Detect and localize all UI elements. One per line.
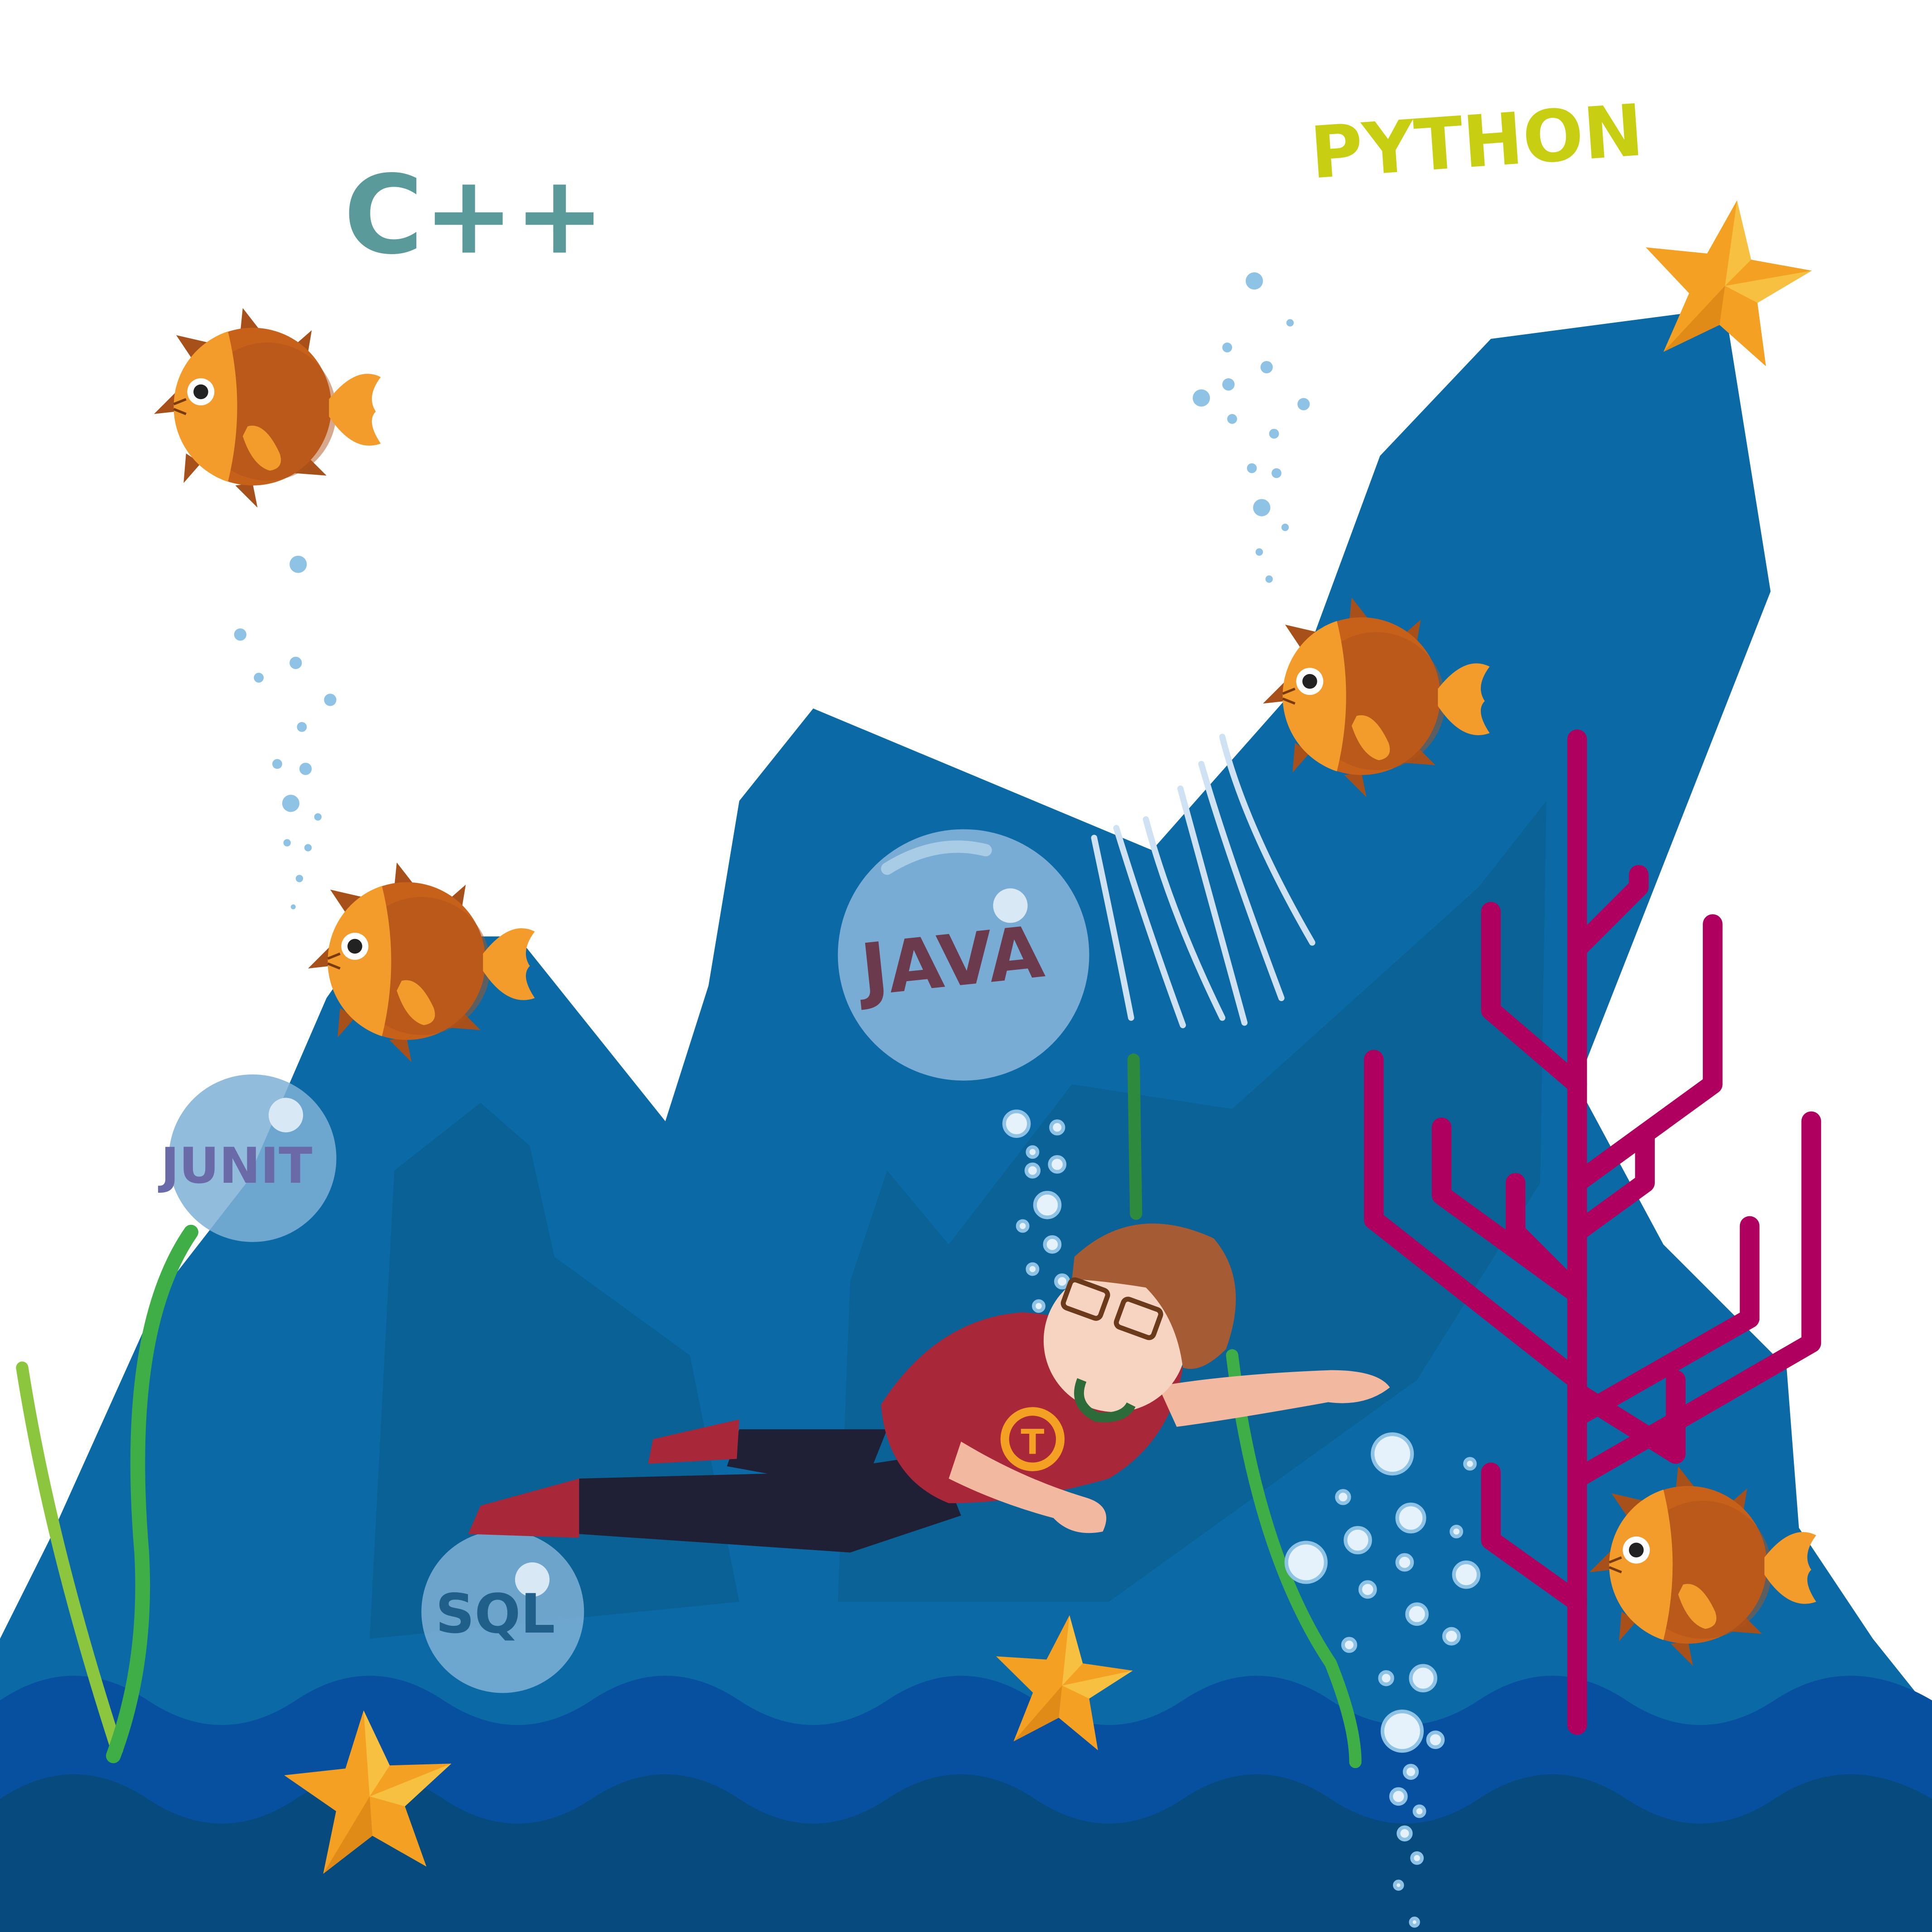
shirt-emblem-letter: T bbox=[1021, 1422, 1044, 1462]
junit-bubble: JUNIT bbox=[158, 1074, 337, 1242]
sql-label: SQL bbox=[435, 1583, 555, 1646]
cpp-label: C++ bbox=[344, 153, 605, 279]
diver: T bbox=[468, 1223, 1390, 1553]
sql-bubble: SQL bbox=[421, 1530, 584, 1693]
java-bubble: JAVA bbox=[838, 829, 1089, 1081]
seaweed bbox=[16, 1224, 198, 1763]
diver-bubbles bbox=[1002, 1109, 1481, 1928]
bubbles bbox=[234, 272, 1310, 910]
java-label: JAVA bbox=[853, 911, 1047, 1013]
jellyfish-tentacles bbox=[1091, 733, 1315, 1028]
coral bbox=[1364, 729, 1821, 1735]
junit-label: JUNIT bbox=[158, 1137, 313, 1195]
seaweed bbox=[1127, 1053, 1362, 1768]
ocean-floor-waves bbox=[0, 1676, 1932, 1932]
